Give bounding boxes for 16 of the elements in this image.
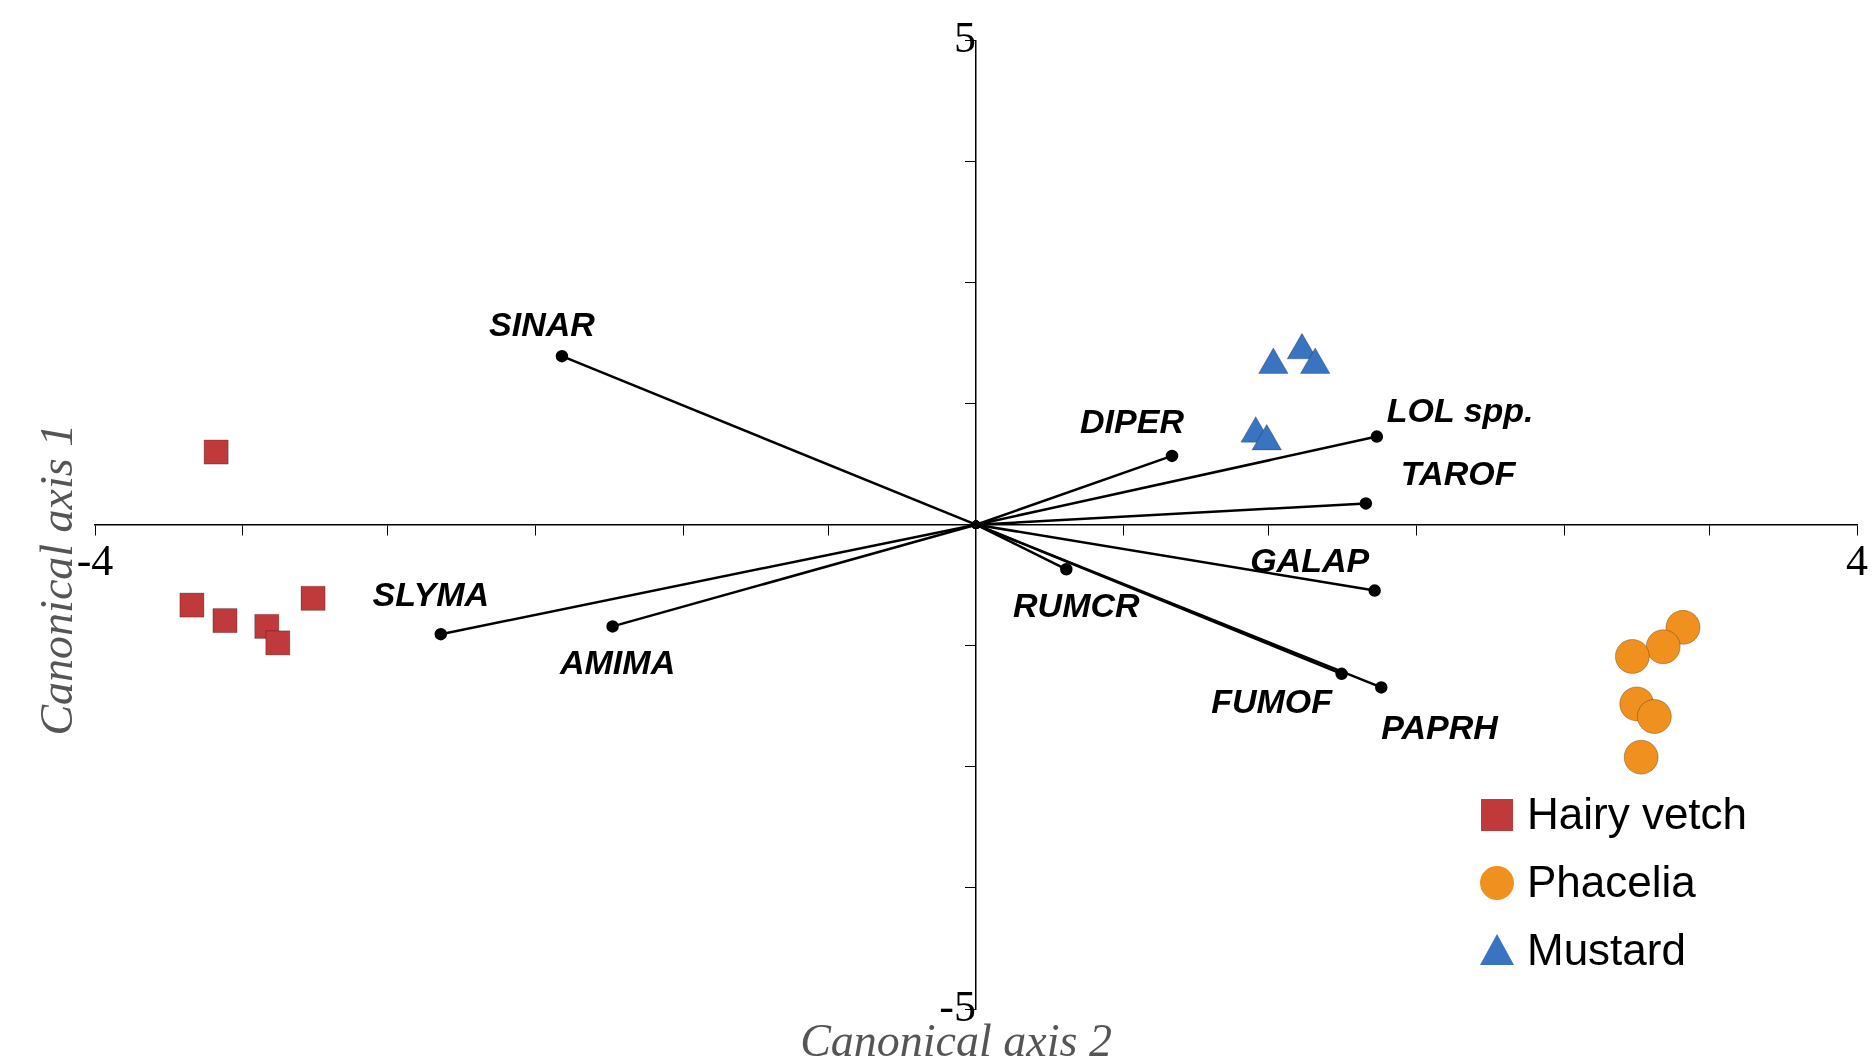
y-tick-label: 5 — [954, 12, 976, 62]
series-label: LOL spp. — [1386, 390, 1534, 429]
series-label: RUMCR — [1013, 585, 1141, 624]
x-tick-label: 4 — [1846, 535, 1868, 585]
series-label: PAPRH — [1381, 707, 1500, 746]
series-label: AMIMA — [558, 642, 676, 681]
series-label: GALAP — [1250, 540, 1370, 579]
legend-label: Hairy vetch — [1527, 789, 1748, 839]
series-label: SINAR — [489, 304, 596, 343]
series-label: FUMOF — [1211, 682, 1334, 721]
series-label: TAROF — [1400, 453, 1517, 492]
series-label: SLYMA — [372, 574, 490, 613]
series-label: DIPER — [1080, 402, 1185, 441]
legend-label: Mustard — [1527, 925, 1686, 975]
x-tick-label: -4 — [76, 535, 114, 585]
legend-label: Phacelia — [1527, 857, 1697, 907]
